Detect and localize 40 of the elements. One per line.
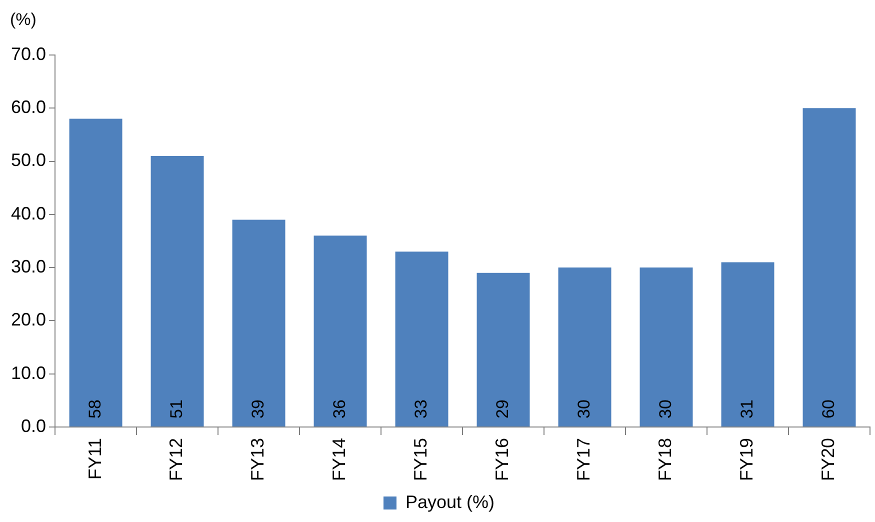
y-tick-label: 60.0 (10, 97, 46, 118)
bar (558, 268, 612, 426)
x-tick-label: FY16 (492, 438, 512, 482)
x-tick-label: FY11 (84, 438, 105, 480)
legend-label: Payout (%) (405, 492, 495, 512)
bar (314, 236, 367, 426)
data-label: 30 (574, 400, 594, 418)
data-label: 33 (411, 400, 430, 418)
bar (476, 272, 530, 426)
bar (802, 108, 856, 426)
data-label: 60 (818, 400, 838, 418)
y-tick-label: 40.0 (10, 203, 46, 224)
y-tick-label: 10.0 (10, 362, 46, 383)
data-label: 39 (248, 400, 268, 418)
y-tick-label: 70.0 (10, 44, 46, 64)
bar (69, 118, 122, 426)
bar (232, 220, 286, 426)
y-tick-label: 50.0 (10, 150, 46, 170)
x-tick-label: FY12 (166, 438, 186, 482)
y-tick-label: 0.0 (21, 416, 46, 436)
x-tick-label: FY15 (410, 438, 431, 482)
x-tick-label: FY18 (655, 438, 676, 482)
data-label: 51 (166, 400, 186, 418)
bar (395, 252, 448, 426)
data-label: 36 (330, 400, 349, 418)
x-tick-label: FY17 (574, 438, 594, 482)
data-label: 31 (737, 400, 756, 418)
y-tick-label: 20.0 (10, 310, 46, 330)
bar (640, 268, 693, 426)
y-axis-title: (%) (10, 10, 36, 30)
x-tick-label: FY20 (818, 438, 838, 482)
data-label: 29 (492, 400, 512, 418)
x-tick-label: FY14 (329, 438, 350, 482)
data-label: 58 (85, 400, 104, 418)
bar (721, 262, 774, 426)
data-label: 30 (656, 400, 675, 418)
y-tick-label: 30.0 (10, 256, 46, 277)
x-tick-label: FY13 (248, 438, 268, 482)
bar (150, 156, 204, 426)
x-tick-label: FY19 (736, 438, 757, 482)
